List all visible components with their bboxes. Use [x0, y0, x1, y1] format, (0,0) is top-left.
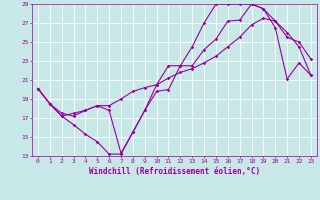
X-axis label: Windchill (Refroidissement éolien,°C): Windchill (Refroidissement éolien,°C) [89, 167, 260, 176]
